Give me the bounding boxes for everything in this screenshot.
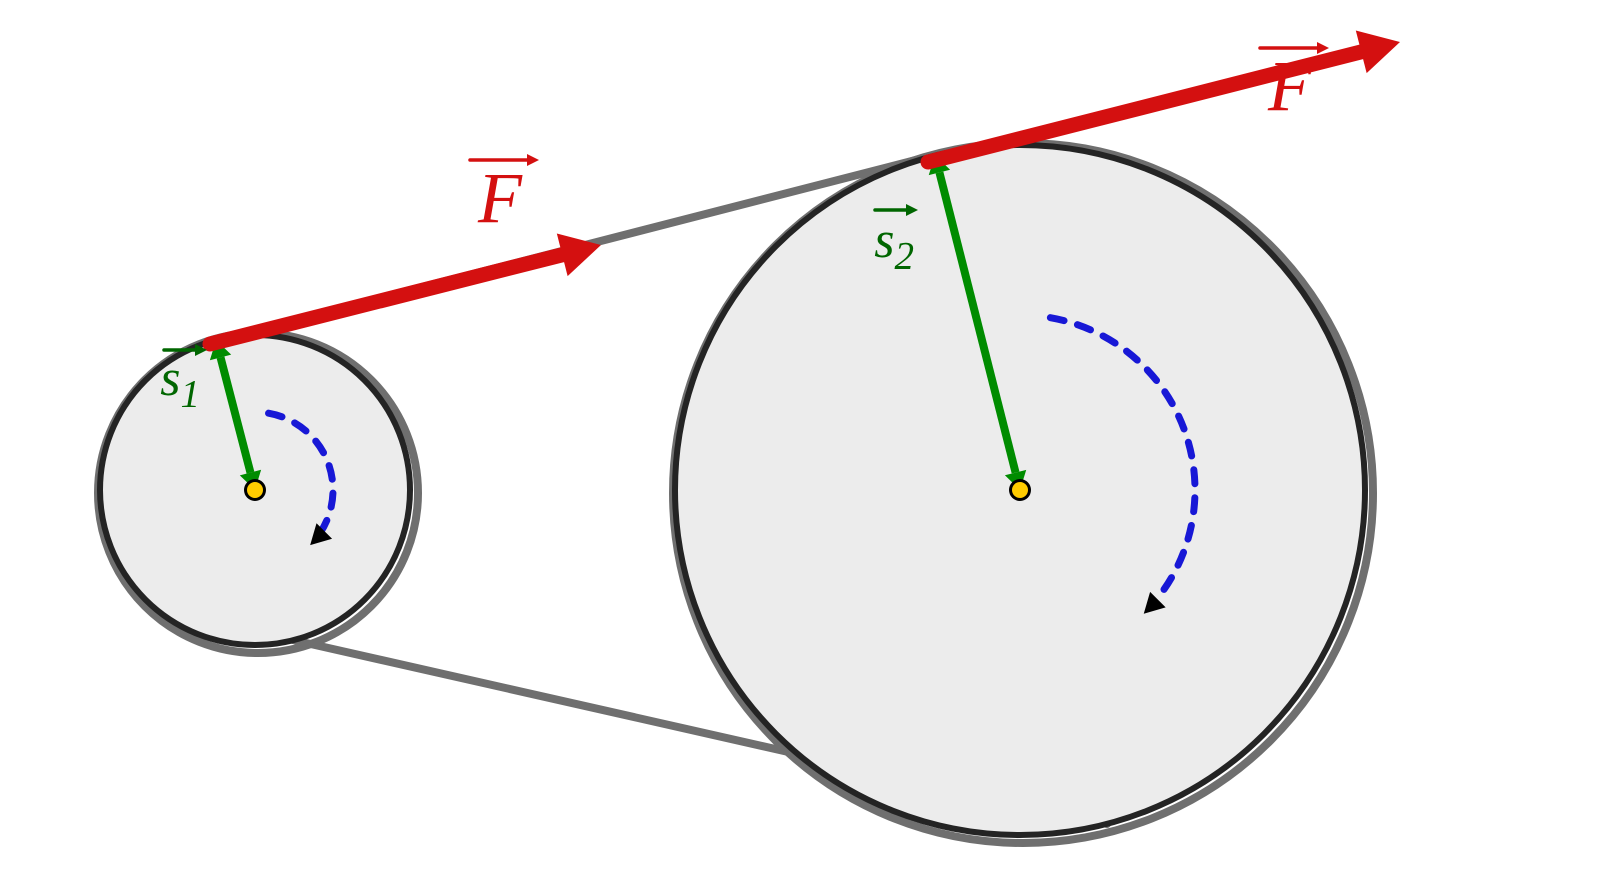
axle-large [1009, 479, 1031, 501]
axle-small [244, 479, 266, 501]
label-text: F [477, 158, 523, 238]
label-text: F [1267, 46, 1313, 126]
